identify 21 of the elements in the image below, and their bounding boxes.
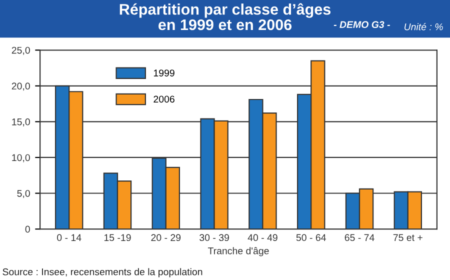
source-note: Source : Insee, recensements de la population: [2, 268, 202, 278]
y-tick-label: 20,0: [12, 82, 30, 91]
x-tick-label: 50 - 64: [296, 234, 326, 242]
y-tick-label: 10,0: [12, 154, 30, 162]
x-tick-label: 75 et +: [393, 234, 422, 242]
chart-subtitle: - DEMO G3 -: [334, 21, 390, 28]
x-tick-label: 30 - 39: [200, 234, 229, 242]
y-tick-label: 25,0: [12, 46, 30, 55]
x-tick-label: 20 - 29: [151, 234, 181, 242]
x-tick-label: 0 - 14: [57, 234, 82, 242]
x-tick-label: 65 - 74: [344, 234, 374, 242]
x-tick-label: 15 -19: [104, 234, 131, 242]
legend-label: 2006: [154, 96, 174, 103]
x-axis-title: Tranche d'âge: [208, 247, 269, 256]
legend-label: 1999: [154, 70, 174, 76]
x-tick-label: 40 - 49: [248, 234, 278, 242]
chart-title: Répartition par classe d’âges en 1999 et en 2006: [120, 3, 331, 30]
text: Unité : %: [404, 23, 443, 30]
y-tick-label: 15,0: [12, 118, 30, 126]
y-tick-label: 5,0: [17, 190, 30, 198]
y-tick-label: 0: [25, 226, 30, 233]
